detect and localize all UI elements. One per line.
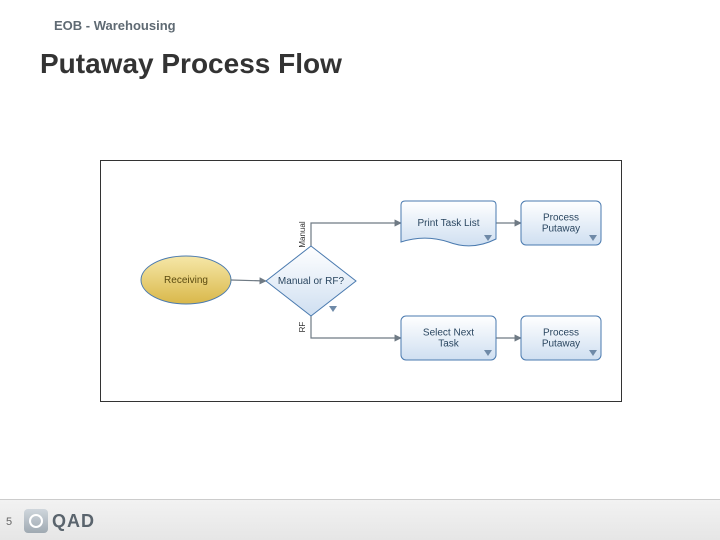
node-process2: ProcessPutaway (521, 316, 601, 360)
page-title: Putaway Process Flow (40, 48, 342, 80)
node-select: Select NextTask (401, 316, 496, 360)
qad-logo-icon (24, 509, 48, 533)
breadcrumb: EOB - Warehousing (54, 18, 176, 33)
footer-bar: 5 QAD (0, 499, 720, 540)
svg-text:Manual or RF?: Manual or RF? (278, 276, 345, 287)
node-process1: ProcessPutaway (521, 201, 601, 245)
svg-text:ProcessPutaway: ProcessPutaway (542, 213, 580, 235)
svg-text:Receiving: Receiving (164, 275, 208, 286)
qad-logo-text: QAD (52, 511, 95, 532)
flowchart-svg: Manual RF Receiving Manual or RF? Print Task… (101, 161, 621, 401)
svg-text:Manual: Manual (298, 221, 307, 247)
svg-text:RF: RF (298, 322, 307, 333)
slide: EOB - Warehousing Putaway Process Flow M… (0, 0, 720, 540)
flowchart-container: Manual RF Receiving Manual or RF? Print Task… (100, 160, 622, 402)
svg-text:ProcessPutaway: ProcessPutaway (542, 328, 580, 350)
node-print: Print Task List (401, 201, 496, 246)
page-number: 5 (6, 516, 12, 528)
qad-logo: QAD (24, 508, 95, 534)
node-decision: Manual or RF? (266, 246, 356, 316)
svg-text:Print Task List: Print Task List (417, 218, 479, 229)
node-receiving: Receiving (141, 256, 231, 304)
